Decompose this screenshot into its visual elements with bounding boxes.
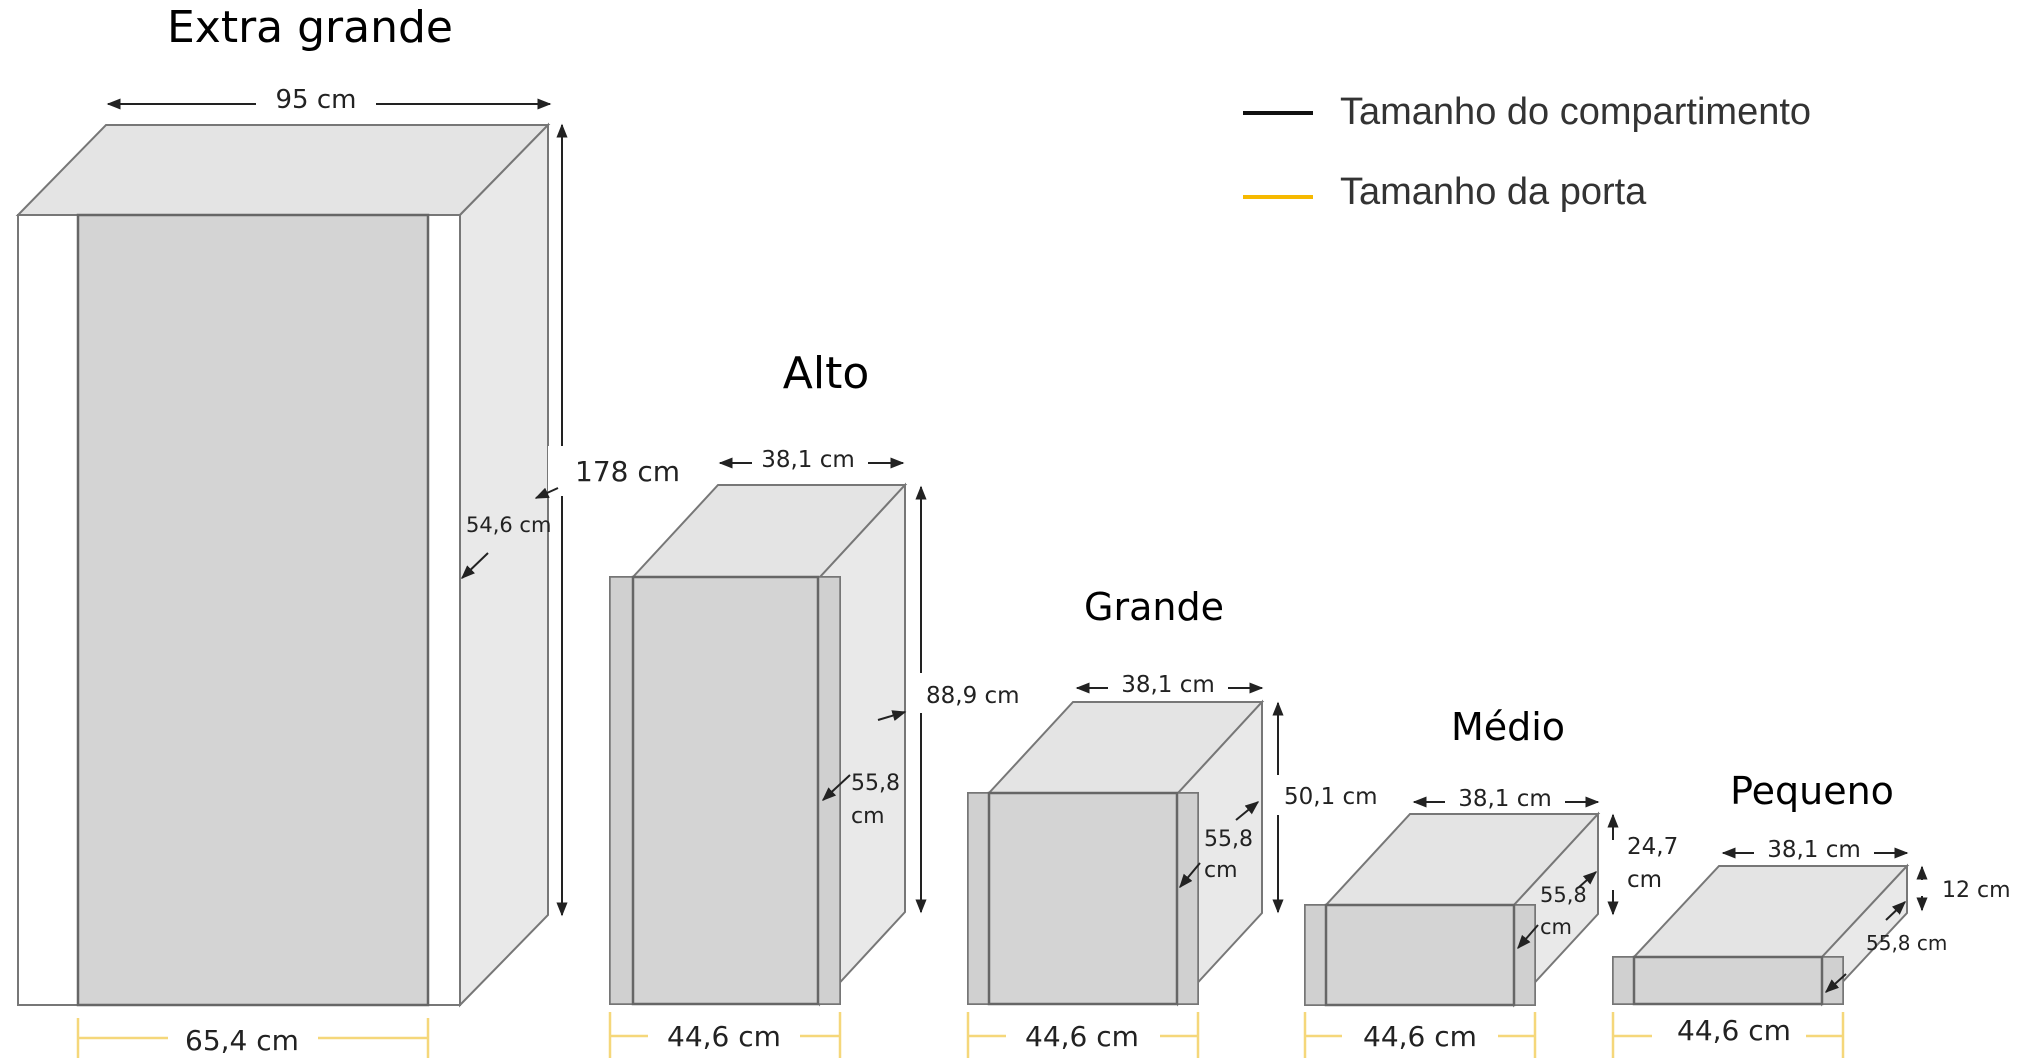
depth-arrow bbox=[460, 552, 489, 579]
locker-title: Grande bbox=[1084, 585, 1224, 629]
locker-pequeno: Pequeno 38,1 cm 12 cm 55,8 cm 44,6 cm bbox=[1611, 769, 2011, 1058]
depth-label: 54,6 cm bbox=[466, 513, 551, 537]
locker-title: Pequeno bbox=[1730, 769, 1894, 813]
legend: Tamanho do compartimento Tamanho da port… bbox=[1243, 91, 1811, 213]
depth-arrow bbox=[1885, 901, 1907, 921]
width-label: 95 cm bbox=[276, 85, 357, 115]
width-label: 38,1 cm bbox=[1458, 786, 1552, 812]
locker-grande: Grande 38,1 cm 50,1 cm 55,8 cm 44,6 cm bbox=[966, 585, 1382, 1058]
legend-door-label: Tamanho da porta bbox=[1340, 171, 1647, 213]
depth-label: cm bbox=[1204, 858, 1238, 883]
door-width-label: 44,6 cm bbox=[1025, 1020, 1139, 1053]
box-side-face bbox=[459, 122, 549, 1008]
box-top-face bbox=[15, 124, 551, 216]
height-label: 178 cm bbox=[575, 455, 680, 488]
depth-label: 55,8 cm bbox=[1866, 931, 1947, 955]
locker-title: Médio bbox=[1451, 705, 1565, 749]
height-label: 24,7 bbox=[1627, 834, 1678, 860]
locker-title: Extra grande bbox=[167, 2, 453, 53]
locker-title: Alto bbox=[783, 348, 870, 399]
depth-label: 55,8 bbox=[851, 771, 900, 796]
depth-arrow bbox=[1517, 924, 1539, 950]
door-width-label: 44,6 cm bbox=[1677, 1014, 1791, 1047]
depth-arrow bbox=[1179, 862, 1201, 889]
height-label: 88,9 cm bbox=[926, 683, 1020, 709]
locker-alto: Alto 38,1 cm 88,9 cm 55,8 cm 44,6 cm bbox=[608, 348, 1027, 1058]
depth-label: cm bbox=[1540, 915, 1572, 939]
depth-arrow bbox=[821, 774, 851, 801]
depth-arrow bbox=[534, 487, 559, 499]
depth-label: cm bbox=[851, 804, 885, 829]
height-label: 50,1 cm bbox=[1284, 784, 1378, 810]
locker-medio: Médio 38,1 cm 24,7 cm 55,8 cm 44,6 cm bbox=[1303, 705, 1678, 1058]
depth-label: 55,8 bbox=[1540, 883, 1587, 907]
width-label: 38,1 cm bbox=[761, 447, 855, 473]
door-panel bbox=[987, 791, 1179, 1006]
legend-compartment-label: Tamanho do compartimento bbox=[1340, 91, 1811, 133]
depth-arrow bbox=[1824, 973, 1847, 993]
locker-extra-grande: Extra grande 95 cm 178 cm 54,6 cm 65,4 c… bbox=[15, 2, 682, 1058]
door-width-label: 65,4 cm bbox=[185, 1024, 299, 1057]
door-panel bbox=[76, 213, 430, 1007]
width-label: 38,1 cm bbox=[1121, 672, 1215, 698]
width-label: 38,1 cm bbox=[1767, 837, 1861, 863]
door-panel bbox=[1632, 955, 1824, 1006]
height-label: 12 cm bbox=[1942, 878, 2011, 903]
depth-arrow bbox=[1577, 871, 1598, 889]
depth-arrow bbox=[1235, 801, 1260, 821]
height-label: cm bbox=[1627, 867, 1662, 893]
door-panel bbox=[631, 575, 820, 1006]
door-width-label: 44,6 cm bbox=[1363, 1020, 1477, 1053]
door-panel bbox=[1324, 903, 1516, 1007]
door-width-label: 44,6 cm bbox=[667, 1020, 781, 1053]
depth-label: 55,8 bbox=[1204, 827, 1253, 852]
depth-arrow bbox=[877, 710, 907, 721]
